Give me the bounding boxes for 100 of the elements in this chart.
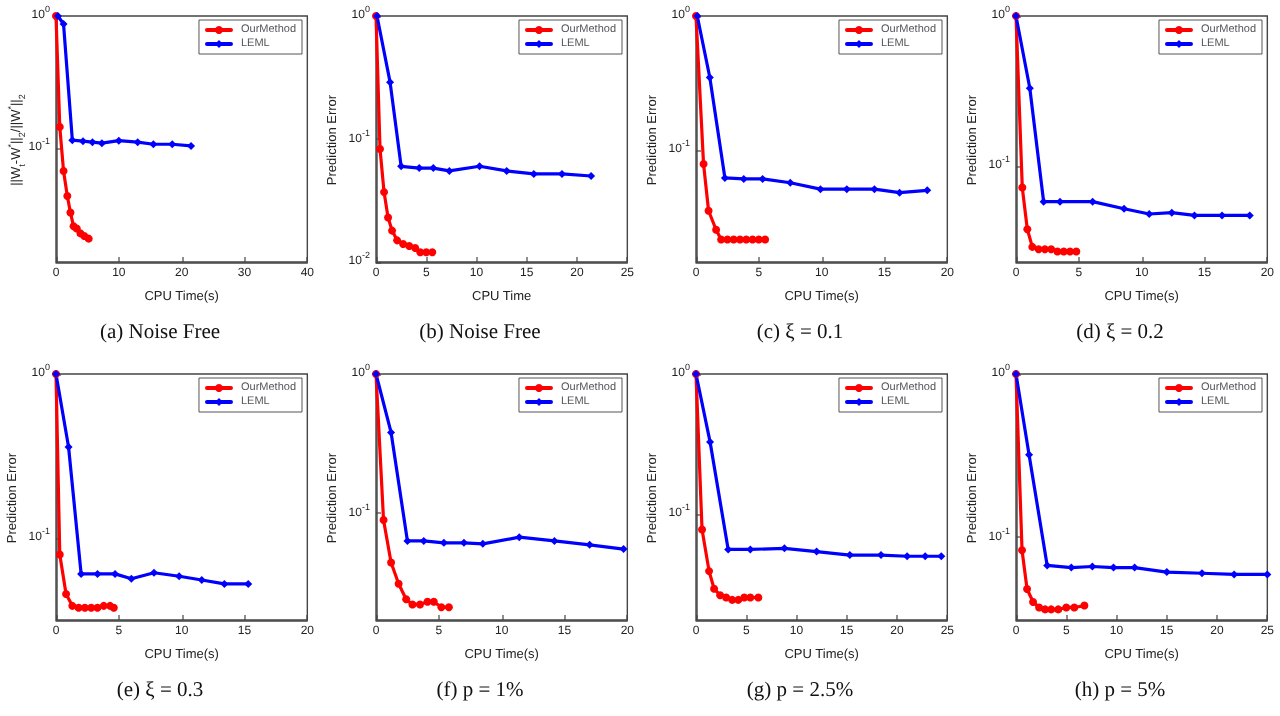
point xyxy=(64,443,73,452)
point xyxy=(444,603,453,612)
point xyxy=(62,590,71,599)
point xyxy=(93,603,102,612)
point xyxy=(705,73,714,82)
point xyxy=(816,185,825,194)
point xyxy=(220,579,229,588)
point xyxy=(59,166,68,175)
point xyxy=(1047,245,1056,254)
point xyxy=(1062,603,1071,612)
text: (h) p = 5% xyxy=(1074,680,1166,702)
point xyxy=(712,225,721,234)
point xyxy=(761,235,770,244)
point xyxy=(66,208,75,217)
point xyxy=(397,162,406,171)
text: (a) Noise Free xyxy=(99,322,221,344)
point xyxy=(393,236,402,245)
point xyxy=(380,188,389,197)
point xyxy=(114,136,123,145)
point xyxy=(437,603,446,612)
point xyxy=(1028,242,1037,251)
point xyxy=(394,579,403,588)
point xyxy=(786,178,795,187)
point xyxy=(1120,204,1129,213)
point xyxy=(1018,546,1027,555)
point xyxy=(895,188,904,197)
point xyxy=(197,576,206,584)
point xyxy=(149,140,158,149)
point xyxy=(87,603,96,612)
point xyxy=(387,428,396,437)
point xyxy=(1047,605,1056,614)
point xyxy=(379,516,388,525)
point xyxy=(68,601,77,610)
point xyxy=(705,567,714,576)
point xyxy=(399,240,408,249)
point xyxy=(475,162,484,171)
point xyxy=(1023,585,1032,594)
point xyxy=(734,595,743,604)
point xyxy=(150,568,159,577)
point xyxy=(127,574,136,583)
point xyxy=(244,579,253,588)
point xyxy=(175,572,184,581)
point xyxy=(402,595,411,604)
point xyxy=(376,144,385,153)
point xyxy=(445,166,454,175)
point xyxy=(1039,197,1048,206)
point xyxy=(716,591,725,600)
text: (g) p = 2.5% xyxy=(746,680,854,702)
point xyxy=(1025,84,1034,93)
point xyxy=(923,186,932,195)
point xyxy=(710,584,719,593)
point xyxy=(937,552,946,561)
point xyxy=(384,213,393,222)
point xyxy=(187,141,196,150)
point xyxy=(1029,597,1038,606)
point xyxy=(1018,183,1027,192)
point xyxy=(1070,603,1079,612)
point xyxy=(735,235,744,244)
point xyxy=(405,241,414,250)
point xyxy=(1023,225,1032,234)
point xyxy=(415,600,424,609)
point xyxy=(429,597,438,606)
point xyxy=(411,243,420,252)
point xyxy=(408,600,417,609)
point xyxy=(63,192,72,201)
text: (f) p = 1% xyxy=(436,680,525,702)
point xyxy=(1167,208,1176,217)
point xyxy=(780,544,789,553)
point xyxy=(1088,562,1097,571)
text: (b) Noise Free xyxy=(419,322,542,344)
point xyxy=(1072,247,1081,256)
point xyxy=(842,185,851,194)
point xyxy=(619,545,628,554)
point xyxy=(698,525,707,534)
point xyxy=(739,174,748,183)
text: (e) ξ = 0.3 xyxy=(116,680,204,702)
text: (d) ξ = 0.2 xyxy=(1076,322,1164,344)
point xyxy=(1025,450,1034,459)
point xyxy=(429,164,438,173)
point xyxy=(55,550,64,559)
point xyxy=(111,569,120,578)
point xyxy=(1054,605,1063,614)
point xyxy=(699,159,708,168)
point xyxy=(1080,601,1089,610)
point xyxy=(403,536,412,545)
point xyxy=(93,569,102,578)
point xyxy=(550,536,559,545)
point xyxy=(754,593,763,602)
point xyxy=(758,174,767,183)
point xyxy=(587,172,596,181)
point xyxy=(921,552,930,561)
point xyxy=(704,206,713,215)
point xyxy=(502,166,511,175)
point xyxy=(746,593,755,602)
point xyxy=(388,226,397,235)
point xyxy=(55,122,64,131)
point xyxy=(428,248,437,257)
text: (c) ξ = 0.1 xyxy=(756,322,844,344)
point xyxy=(133,138,142,147)
point xyxy=(387,558,396,567)
